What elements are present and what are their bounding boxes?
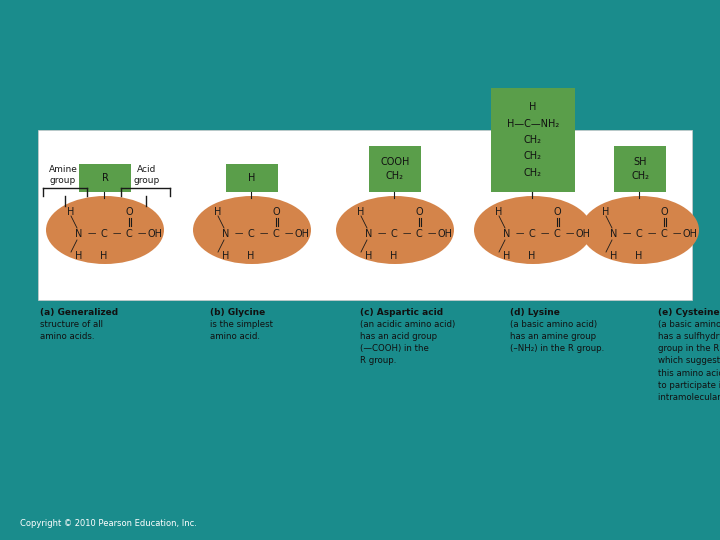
Text: —: — [113,230,121,239]
Text: C: C [528,229,536,239]
Text: OH: OH [438,229,452,239]
Text: C: C [554,229,560,239]
Ellipse shape [336,196,454,264]
Text: N: N [611,229,618,239]
Text: H: H [100,251,108,261]
Text: —: — [235,230,243,239]
Text: N: N [76,229,83,239]
Text: H: H [357,207,365,217]
Text: —: — [138,230,146,239]
FancyBboxPatch shape [614,146,666,192]
Text: —: — [648,230,656,239]
Text: H: H [222,251,230,261]
Text: Amine
group: Amine group [48,165,78,185]
Ellipse shape [581,196,699,264]
Ellipse shape [193,196,311,264]
Text: COOH
CH₂: COOH CH₂ [380,157,410,181]
Text: (e) Cysteine: (e) Cysteine [658,308,719,317]
Text: is the simplest
amino acid.: is the simplest amino acid. [210,320,273,341]
Text: H: H [215,207,222,217]
Text: H: H [390,251,397,261]
Text: H: H [528,251,536,261]
Text: (a basic amino acid)
has an amine group
(–NH₂) in the R group.: (a basic amino acid) has an amine group … [510,320,604,353]
Text: H: H [635,251,643,261]
Text: —: — [672,230,681,239]
Text: O: O [553,207,561,217]
Text: C: C [415,229,423,239]
Text: H
H—C—NH₂
CH₂
CH₂
CH₂: H H—C—NH₂ CH₂ CH₂ CH₂ [507,109,559,175]
Text: C: C [248,229,254,239]
Text: H: H [503,251,510,261]
Text: R: R [102,173,109,183]
Text: —: — [516,230,524,239]
Text: H: H [67,207,75,217]
Text: Acid
group: Acid group [134,165,160,185]
Text: Copyright © 2010 Pearson Education, Inc.: Copyright © 2010 Pearson Education, Inc. [20,519,197,528]
FancyBboxPatch shape [491,88,575,192]
Text: N: N [503,229,510,239]
FancyBboxPatch shape [507,92,559,192]
Text: H: H [495,207,503,217]
Text: OH: OH [683,229,698,239]
Text: N: N [365,229,373,239]
Text: —: — [378,230,386,239]
Text: (c) Aspartic acid: (c) Aspartic acid [360,308,443,317]
Text: O: O [415,207,423,217]
Text: —: — [260,230,268,239]
Text: —: — [428,230,436,239]
Text: —: — [566,230,574,239]
Text: OH: OH [294,229,310,239]
Text: O: O [272,207,280,217]
Ellipse shape [474,196,592,264]
Text: (an acidic amino acid)
has an acid group
(—COOH) in the
R group.: (an acidic amino acid) has an acid group… [360,320,455,366]
Ellipse shape [46,196,164,264]
Text: H: H [603,207,610,217]
Text: —: — [623,230,631,239]
Text: C: C [391,229,397,239]
Text: H: H [611,251,618,261]
Text: (b) Glycine: (b) Glycine [210,308,265,317]
Text: C: C [101,229,107,239]
Text: SH
CH₂: SH CH₂ [631,157,649,181]
Text: structure of all
amino acids.: structure of all amino acids. [40,320,103,341]
Text: H: H [248,173,256,183]
Text: —: — [541,230,549,239]
FancyBboxPatch shape [226,164,278,192]
Text: C: C [636,229,642,239]
Text: OH: OH [575,229,590,239]
Text: —: — [88,230,96,239]
Text: —: — [402,230,411,239]
Text: C: C [661,229,667,239]
FancyBboxPatch shape [38,130,692,300]
Text: (a basic amino acid)
has a sulfhydryl (–SH)
group in the R group,
which suggests: (a basic amino acid) has a sulfhydryl (–… [658,320,720,402]
Text: C: C [273,229,279,239]
Text: H
H—C—NH₂
CH₂
CH₂
CH₂: H H—C—NH₂ CH₂ CH₂ CH₂ [507,102,559,178]
Text: H: H [365,251,373,261]
FancyBboxPatch shape [79,164,131,192]
Text: (d) Lysine: (d) Lysine [510,308,560,317]
Text: H: H [247,251,255,261]
Text: —: — [285,230,293,239]
Text: OH: OH [148,229,163,239]
Text: O: O [125,207,132,217]
Text: O: O [660,207,668,217]
Text: C: C [125,229,132,239]
Text: H: H [76,251,83,261]
Text: N: N [222,229,230,239]
Text: (a) Generalized: (a) Generalized [40,308,118,317]
FancyBboxPatch shape [369,146,421,192]
